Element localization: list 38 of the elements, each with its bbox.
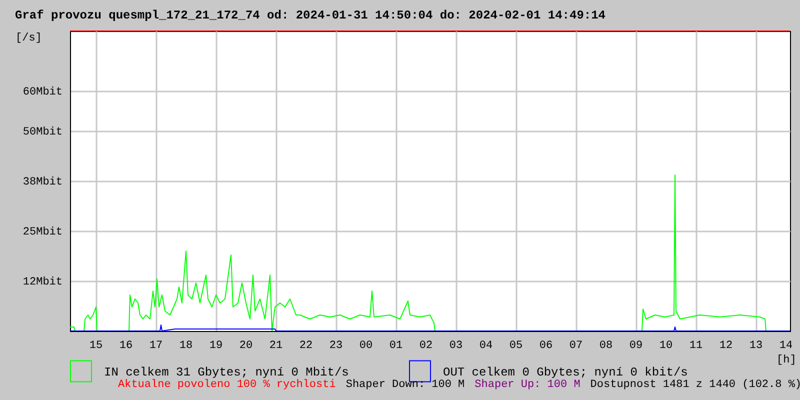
x-tick-label: 12 <box>719 340 733 352</box>
x-tick-label: 21 <box>269 340 283 352</box>
legend-label: OUT celkem 0 Gbytes; nyní 0 kbit/s <box>443 365 688 380</box>
x-tick-label: 17 <box>149 340 163 352</box>
text: Dostupnost 1481 z 1440 (102.8 %) <box>590 379 800 391</box>
legend-label: IN celkem 31 Gbytes; nyní 0 Mbit/s <box>104 365 349 380</box>
chart-title: Graf provozu quesmpl_172_21_172_74 od: 2024-01-31 14:50:04 do: 2024-02-01 14:49:14 <box>15 8 606 22</box>
x-tick-label: 16 <box>119 340 133 352</box>
x-tick-label: 04 <box>479 340 493 352</box>
x-axis-title: [h] <box>776 354 796 366</box>
x-tick-label: 10 <box>659 340 673 352</box>
x-tick-label: 11 <box>689 340 703 352</box>
x-tick-label: 14 <box>779 340 793 352</box>
x-tick-label: 06 <box>539 340 553 352</box>
y-tick-label: 12Mbit <box>22 276 62 288</box>
x-tick-label: 19 <box>209 340 223 352</box>
text: Shaper Up: 100 M <box>474 379 580 391</box>
y-tick-label: 38Mbit <box>22 176 62 188</box>
x-tick-label: 02 <box>419 340 433 352</box>
x-tick-label: 05 <box>509 340 523 352</box>
y-tick-label: 60Mbit <box>22 86 62 98</box>
x-tick-label: 23 <box>329 340 343 352</box>
x-tick-label: 01 <box>389 340 403 352</box>
y-tick-label: 50Mbit <box>22 126 62 138</box>
y-axis-title: [/s] <box>16 32 42 44</box>
x-tick-label: 00 <box>359 340 373 352</box>
x-tick-label: 15 <box>89 340 103 352</box>
x-tick-label: 20 <box>239 340 253 352</box>
x-tick-label: 08 <box>599 340 613 352</box>
x-tick-label: 18 <box>179 340 193 352</box>
x-tick-label: 09 <box>629 340 643 352</box>
text: Aktualne povoleno 100 % rychlosti <box>118 379 336 391</box>
x-tick-label: 13 <box>749 340 763 352</box>
text: Shaper Down: 100 M <box>346 379 465 391</box>
y-tick-label: 25Mbit <box>22 226 62 238</box>
x-tick-label: 03 <box>449 340 463 352</box>
x-tick-label: 07 <box>569 340 583 352</box>
x-tick-label: 22 <box>299 340 313 352</box>
